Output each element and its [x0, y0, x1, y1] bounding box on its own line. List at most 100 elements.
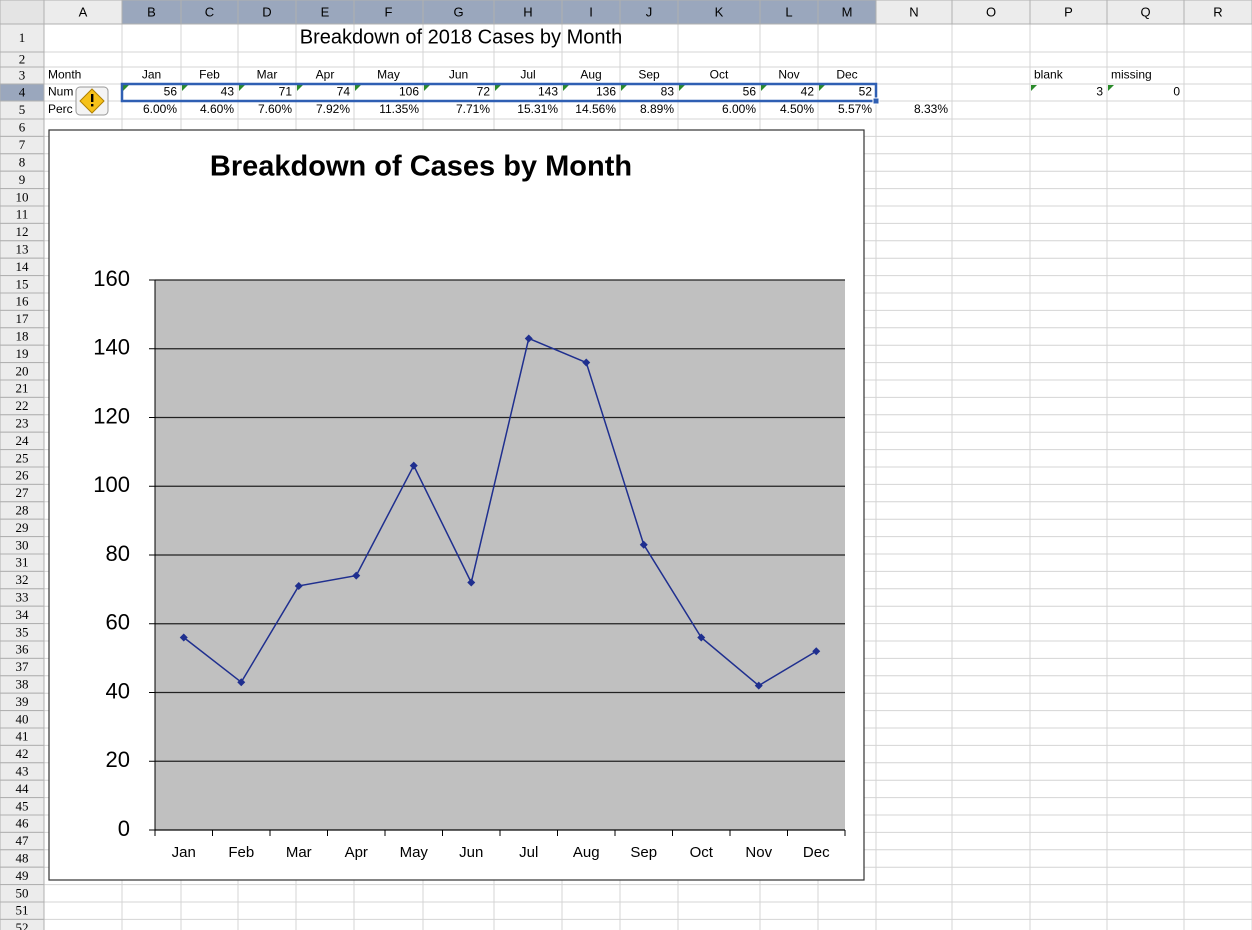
count-cell: 56 [743, 85, 757, 99]
data-point [294, 581, 303, 590]
fill-handle[interactable] [872, 97, 880, 105]
count-cell: 83 [661, 85, 675, 99]
x-tick-label: Jan [172, 844, 196, 861]
count-cell: 74 [337, 85, 351, 99]
row-label: 14 [16, 259, 30, 274]
row-label: 34 [16, 607, 30, 622]
row-label: 52 [16, 920, 29, 930]
row-label: 51 [16, 903, 29, 918]
month-cell: Aug [580, 68, 601, 82]
count-cell: 106 [399, 85, 419, 99]
label-cell: missing [1111, 68, 1152, 82]
row-label: 39 [16, 694, 29, 709]
percent-cell: 8.89% [640, 102, 674, 116]
column-header [1183, 0, 1252, 25]
label-cell: blank [1034, 68, 1064, 82]
row-label: 37 [16, 659, 30, 674]
column-label: P [1064, 4, 1073, 19]
column-label: N [909, 4, 918, 19]
row-label: 30 [16, 537, 29, 552]
data-point [409, 461, 418, 470]
y-tick-label: 40 [106, 678, 130, 703]
percent-cell: 4.50% [780, 102, 814, 116]
y-tick-label: 160 [93, 266, 130, 291]
text-number-flag [355, 85, 361, 91]
month-cell: Month [48, 68, 81, 82]
row-label: 10 [16, 189, 29, 204]
column-label: O [986, 4, 996, 19]
count-cell: 56 [164, 85, 178, 99]
row-header [0, 918, 45, 930]
text-number-flag [123, 85, 129, 91]
row-label: 35 [16, 624, 29, 639]
row-label: 19 [16, 346, 29, 361]
column-label: D [262, 4, 271, 19]
percent-cell: 5.57% [838, 102, 872, 116]
data-point [237, 678, 246, 687]
row-label: 31 [16, 555, 29, 570]
row-label: 45 [16, 798, 29, 813]
x-tick-label: Mar [286, 844, 312, 861]
x-tick-label: Jul [519, 844, 538, 861]
x-tick-label: Oct [690, 844, 714, 861]
column-label: I [589, 4, 593, 19]
row-label: 43 [16, 763, 29, 778]
row-label: 28 [16, 502, 29, 517]
warning-button[interactable] [75, 86, 109, 116]
percent-cell: 14.56% [575, 102, 616, 116]
row-label: 32 [16, 572, 29, 587]
selection[interactable] [120, 82, 878, 103]
column-label: G [453, 4, 463, 19]
data-point [467, 578, 476, 587]
row-label: 42 [16, 746, 29, 761]
percent-cell: 6.00% [722, 102, 756, 116]
x-tick-label: Apr [345, 844, 368, 861]
text-number-flag [621, 85, 627, 91]
count-cell: 42 [801, 85, 815, 99]
text-number-flag [679, 85, 685, 91]
text-number-flag [563, 85, 569, 91]
row-label: 40 [16, 711, 29, 726]
data-point [352, 571, 361, 580]
text-number-flag [819, 85, 825, 91]
column-header [875, 0, 953, 25]
month-cell: Jan [142, 68, 161, 82]
row-label: 16 [16, 294, 30, 309]
column-header [1106, 0, 1185, 25]
percent-cell: 4.60% [200, 102, 234, 116]
month-cell: Oct [710, 68, 729, 82]
percent-cell: 7.60% [258, 102, 292, 116]
row-label: 29 [16, 520, 29, 535]
count-cell: 52 [859, 85, 873, 99]
data-point [179, 633, 188, 642]
month-cell: Mar [257, 68, 278, 82]
row-label: 48 [16, 850, 29, 865]
y-tick-label: 100 [93, 472, 130, 497]
column-label: K [715, 4, 724, 19]
row-label: 27 [16, 485, 30, 500]
column-label: H [523, 4, 532, 19]
column-header [180, 0, 239, 25]
column-header [951, 0, 1031, 25]
text-number-flag [1031, 85, 1037, 91]
month-cell: Jul [520, 68, 535, 82]
row-label: 26 [16, 468, 30, 483]
percent-cell: 11.35% [379, 102, 419, 116]
row-label: 13 [16, 241, 29, 256]
column-label: F [385, 4, 393, 19]
row-label: 20 [16, 363, 29, 378]
x-tick-label: May [400, 844, 429, 861]
month-cell: Sep [638, 68, 660, 82]
data-point [812, 647, 821, 656]
row-label: 11 [16, 207, 29, 222]
percent-cell: 7.92% [316, 102, 350, 116]
row-label: 12 [16, 224, 29, 239]
x-tick-label: Aug [573, 844, 600, 861]
row-label: 49 [16, 868, 29, 883]
percent-cell: 6.00% [143, 102, 177, 116]
month-cell: Dec [836, 68, 857, 82]
text-number-flag [495, 85, 501, 91]
month-cell: Feb [199, 68, 220, 82]
